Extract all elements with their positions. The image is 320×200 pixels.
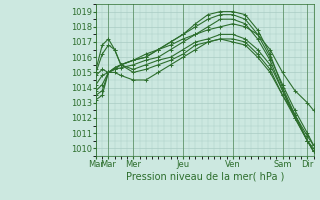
- X-axis label: Pression niveau de la mer( hPa ): Pression niveau de la mer( hPa ): [126, 172, 284, 182]
